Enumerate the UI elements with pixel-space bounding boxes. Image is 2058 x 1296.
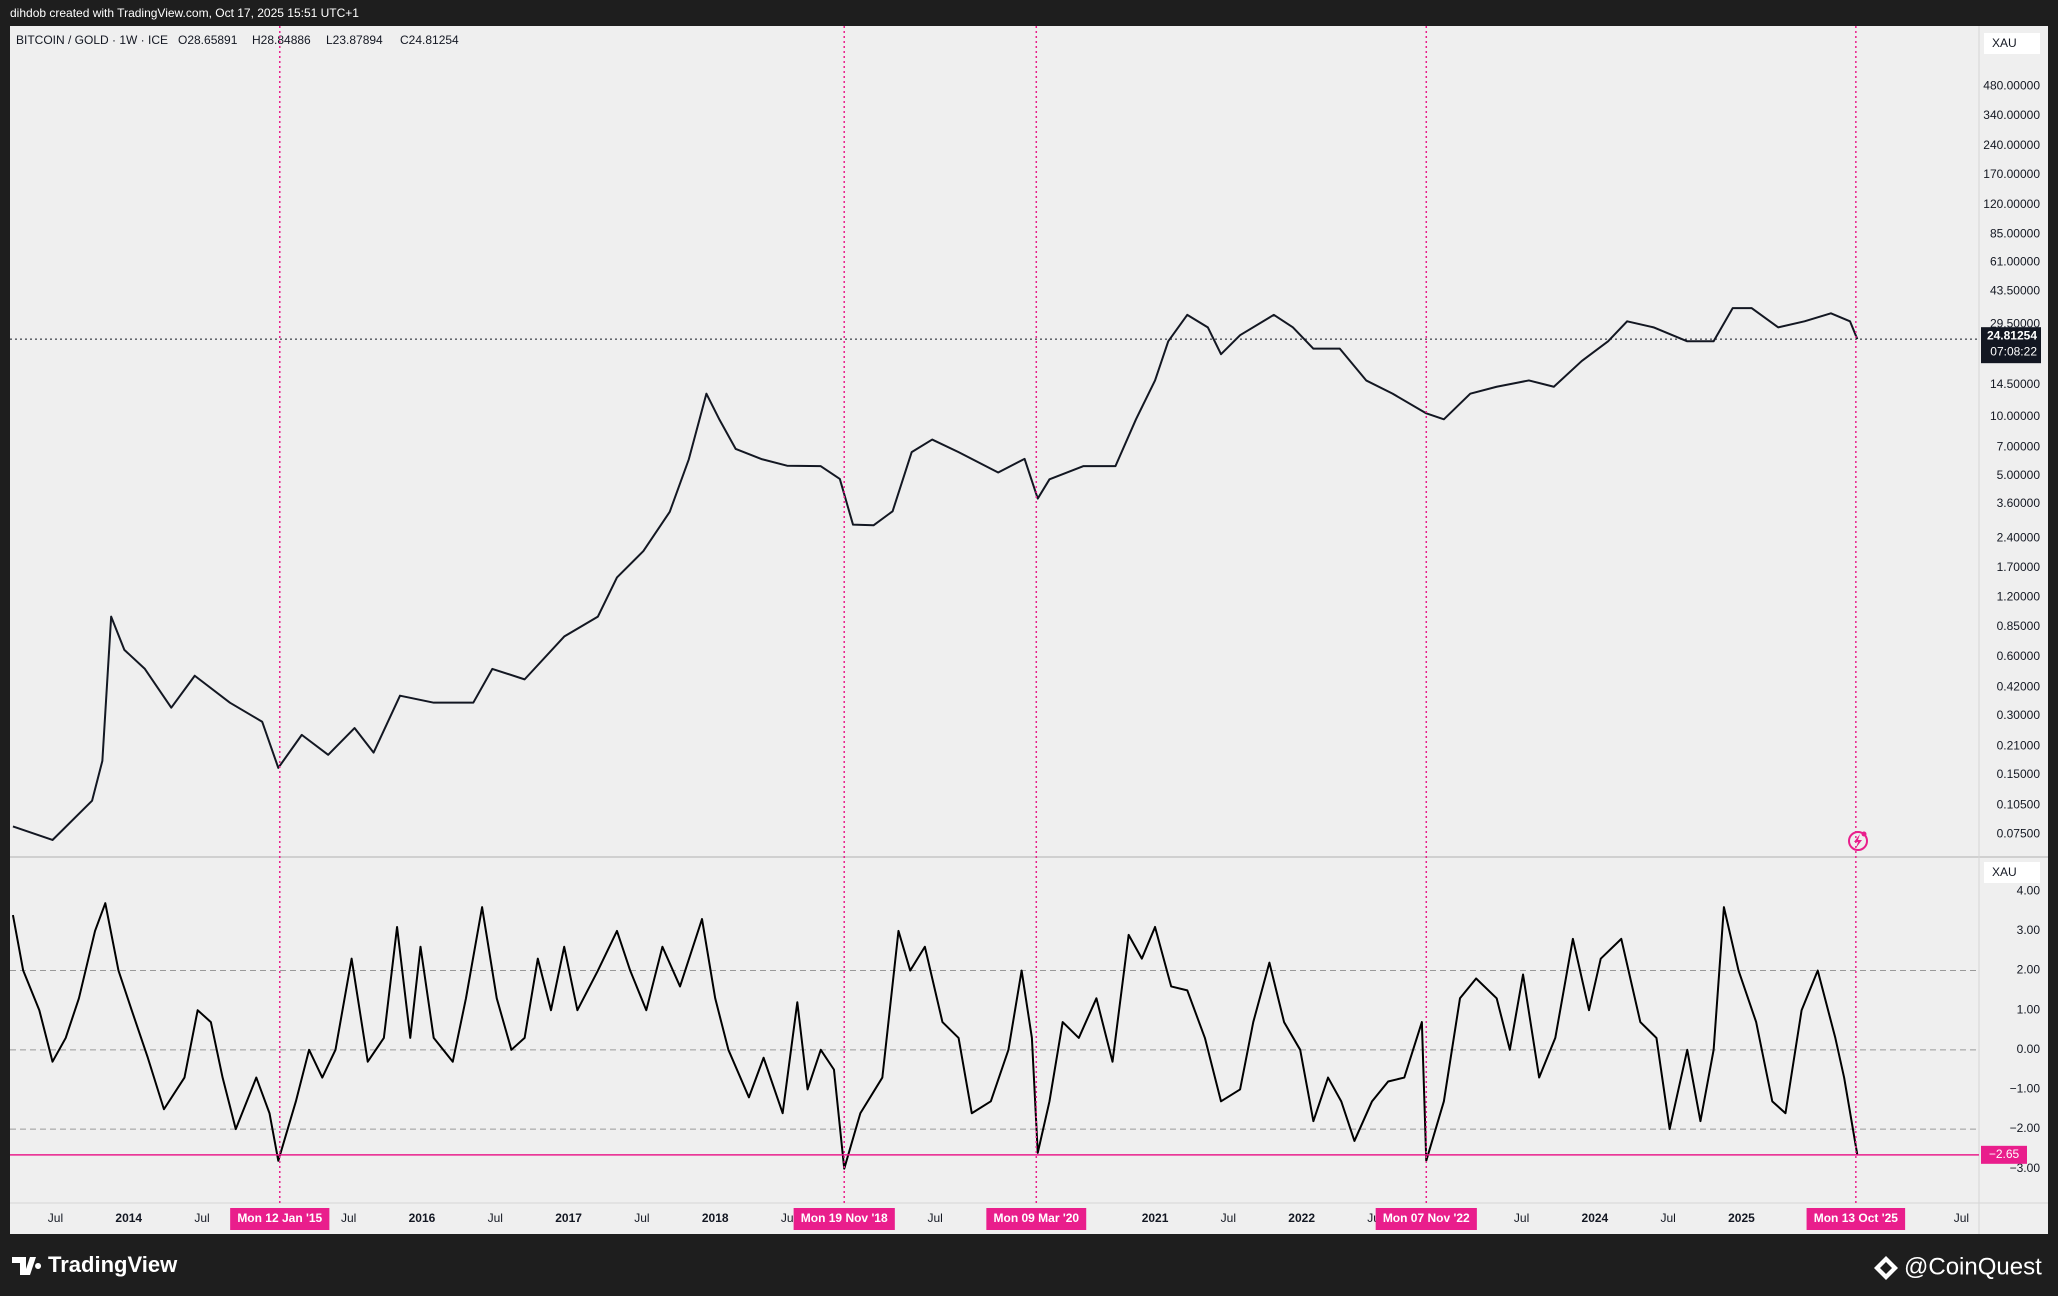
y-tick-label: −3.00 [2010,1161,2041,1175]
y-tick-label: 120.00000 [1983,197,2040,211]
y-tick-label: 240.00000 [1983,138,2040,152]
y-tick-label: 85.00000 [1990,226,2040,240]
y-tick-label: 2.00 [2017,963,2041,977]
marker-label-box [1375,1208,1477,1230]
footer-logo: TradingView [48,1252,178,1277]
y-tick-label: 0.42000 [1997,679,2041,693]
alert-icon [1848,831,1868,851]
series-line [11,902,1859,1170]
marker-label-box [986,1208,1087,1230]
y-tick-label: 0.60000 [1997,649,2041,663]
y-tick-label: 0.15000 [1997,767,2041,781]
countdown-label: 07:08:22 [1990,344,2037,358]
y-tick-label: −1.00 [2010,1082,2041,1096]
y-tick-label: 1.00 [2017,1002,2041,1016]
footer-bar [0,1234,2058,1296]
last-value-box [1981,1145,2027,1164]
x-tick-label: Jul [488,1211,503,1225]
ohlc-close: C24.81254 [400,33,459,47]
x-tick-label: 2025 [1728,1211,1755,1225]
x-tick-label: Jul [341,1211,356,1225]
y-tick-label: 43.50000 [1990,283,2040,297]
y-tick-label: 0.21000 [1997,738,2041,752]
y-tick-label: 2.40000 [1997,531,2041,545]
x-tick-label: Jul [1514,1211,1529,1225]
y-tick-label: 14.50000 [1990,377,2040,391]
plot-background [10,26,2048,1234]
x-tick-label: 2021 [1142,1211,1169,1225]
coinquest-icon [1874,1256,1898,1280]
y-tick-label: −2.00 [2010,1121,2041,1135]
y-tick-label: 1.20000 [1997,590,2041,604]
header-text: dihdob created with TradingView.com, Oct… [10,6,359,20]
x-tick-label: Jul [1661,1211,1676,1225]
y-tick-label: 3.00 [2017,923,2041,937]
y-tick-label: 29.50000 [1990,317,2040,331]
x-tick-label: Jul [48,1211,63,1225]
y-tick-label: 5.00000 [1997,468,2041,482]
last-value-label: −2.65 [1989,1147,2020,1161]
x-tick-label: Jul [194,1211,209,1225]
chart-title: BITCOIN / GOLD · 1W · ICE [16,33,168,47]
y-tick-label: 340.00000 [1983,108,2040,122]
marker-label: Mon 12 Jan '15 [237,1211,322,1225]
y-tick-label: 3.60000 [1997,496,2041,510]
axis-unit: XAU [1992,36,2017,50]
x-tick-label: 2024 [1582,1211,1609,1225]
y-tick-label: 0.85000 [1997,619,2041,633]
y-tick-label: 480.00000 [1983,79,2040,93]
x-tick-label: 2014 [115,1211,142,1225]
y-tick-label: 0.07500 [1997,826,2041,840]
y-tick-label: 10.00000 [1990,409,2040,423]
y-tick-label: 0.00 [2017,1042,2041,1056]
x-tick-label: Jul [1221,1211,1236,1225]
x-tick-label: 2018 [702,1211,729,1225]
y-tick-label: 7.00000 [1997,439,2041,453]
marker-label: Mon 19 Nov '18 [801,1211,888,1225]
series-line [12,307,1859,841]
marker-label: Mon 13 Oct '25 [1814,1211,1899,1225]
x-tick-label: Jul [927,1211,942,1225]
x-tick-label: 2017 [555,1211,582,1225]
marker-label-box [230,1208,330,1230]
ohlc-low: L23.87894 [326,33,383,47]
y-tick-label: 170.00000 [1983,167,2040,181]
y-tick-label: 61.00000 [1990,255,2040,269]
y-tick-label: 0.10500 [1997,798,2041,812]
marker-label-box [1806,1208,1906,1230]
ohlc-open: O28.65891 [178,33,238,47]
chart-layer: 480.00000 340.00000 240.00000 170.00000 120.… [10,26,2041,1230]
x-tick-label: 2022 [1288,1211,1315,1225]
axis-unit-box [1984,33,2040,54]
y-tick-label: 4.00 [2017,883,2041,897]
x-tick-label: 2016 [409,1211,436,1225]
axis-unit-box [1984,862,2040,883]
x-tick-label: Jul [634,1211,649,1225]
marker-label: Mon 09 Mar '20 [994,1211,1080,1225]
last-value-box [1981,327,2041,364]
tradingview-logo [12,1257,42,1275]
y-tick-label: 1.70000 [1997,560,2041,574]
axis-unit: XAU [1992,865,2017,879]
marker-label: Mon 07 Nov '22 [1383,1211,1470,1225]
marker-label-box [793,1208,895,1230]
x-tick-label: Jul [1954,1211,1969,1225]
y-tick-label: 0.30000 [1997,708,2041,722]
last-value-label: 24.81254 [1987,328,2037,342]
x-tick-label: Jul [781,1211,796,1225]
footer-credit: @CoinQuest [1904,1253,2042,1280]
ohlc-high: H28.84886 [252,33,311,47]
